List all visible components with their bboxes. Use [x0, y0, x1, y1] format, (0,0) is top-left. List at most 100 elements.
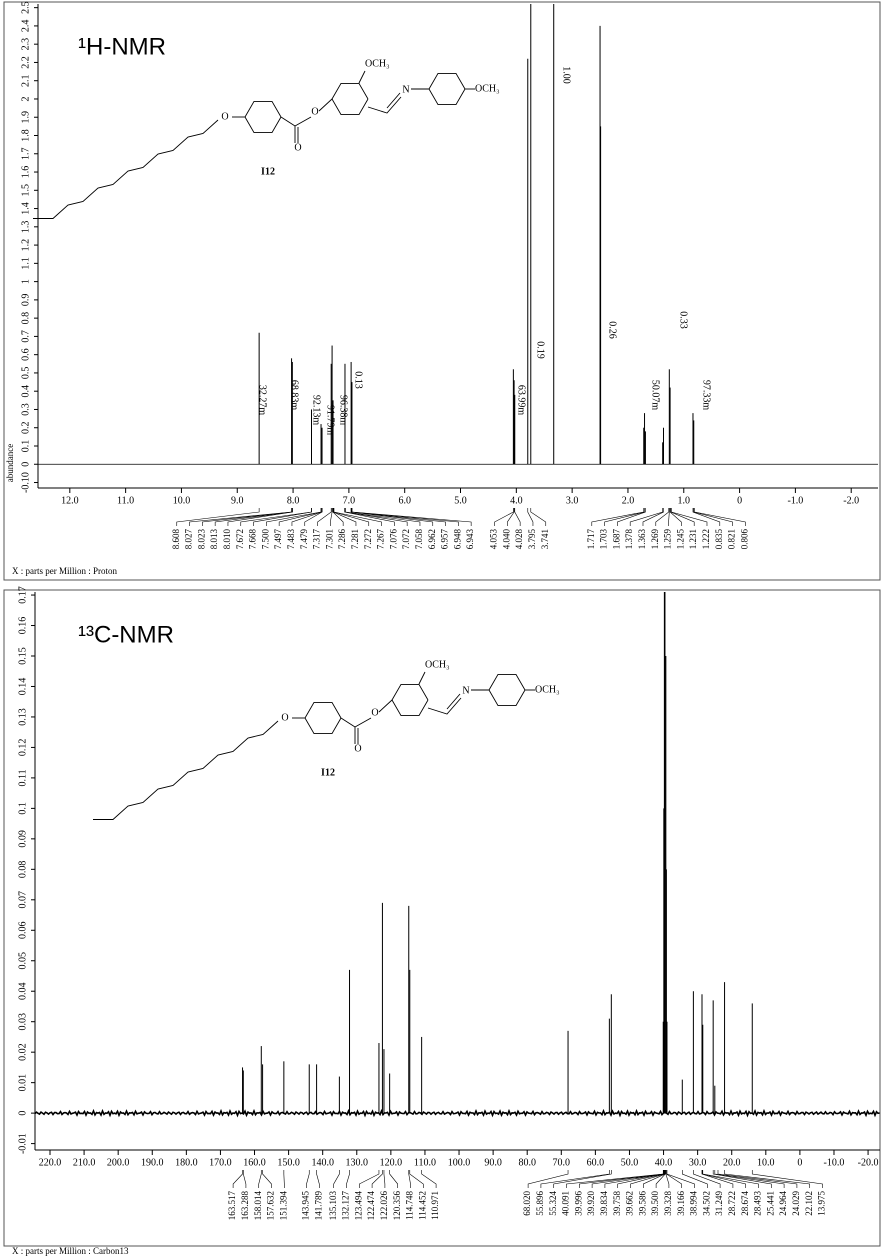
spectrum-title: ¹H-NMR [78, 33, 166, 60]
x-tick-label: 190.0 [141, 1157, 164, 1168]
peak-label-leader [693, 508, 733, 526]
x-tick-label: 9.0 [231, 495, 244, 506]
peak-label-leader [591, 508, 645, 526]
peak-label-leader [408, 1170, 411, 1188]
peak-label-leader [345, 508, 421, 526]
peak-label: 7.058 [414, 529, 424, 550]
bond [367, 96, 402, 114]
y-tick-label: 0.2 [20, 421, 31, 434]
peak-label: 1.687 [611, 529, 621, 550]
structure-text: O [281, 712, 288, 723]
peak-label-leader [655, 1170, 666, 1188]
x-tick-label: 40.0 [655, 1157, 673, 1168]
panel-frame [3, 1, 881, 581]
y-tick-label: -0.01 [17, 1133, 28, 1154]
peak-label-leader [351, 508, 472, 526]
peak-label-leader [642, 508, 664, 526]
integral-label: 0.26 [607, 321, 618, 339]
y-tick-label: 0.1 [17, 802, 28, 815]
peak-label: 123.494 [353, 1191, 363, 1221]
peak-label: 120.356 [392, 1191, 402, 1221]
peak-label-leader [333, 508, 382, 526]
peak-label-leader [717, 1170, 798, 1188]
peak-label-leader [712, 1170, 772, 1188]
bond [446, 693, 461, 710]
peak-label-leader [227, 508, 293, 526]
peak-label-leader [681, 1170, 708, 1188]
y-tick-label: 0.1 [20, 440, 31, 453]
peak-label-leader [389, 1170, 398, 1188]
y-tick-label: 0 [17, 1111, 28, 1116]
spectrum-title: ¹³C-NMR [78, 621, 174, 648]
peak-label-leader [694, 508, 746, 526]
y-tick-label: 0.12 [17, 739, 28, 757]
x-tick-label: 130.0 [346, 1157, 369, 1168]
peak-label-leader [243, 1170, 247, 1188]
peak-label: 157.632 [266, 1191, 276, 1220]
peak-label: 7.267 [376, 529, 386, 550]
peak-label-leader [371, 1170, 383, 1188]
peak-label-leader [692, 508, 721, 526]
y-tick-label: 0.3 [20, 403, 31, 416]
y-tick-label: 1.7 [20, 148, 31, 161]
baseline-noise [35, 1108, 880, 1118]
x-tick-label: -2.0 [843, 495, 859, 506]
peak-label-leader [693, 1170, 721, 1188]
peak-label: 3.741 [540, 529, 550, 549]
plot-area [35, 592, 880, 1118]
peak-label: 6.943 [465, 529, 475, 550]
peak-label-leader [316, 1170, 320, 1188]
peak-label: 0.821 [727, 529, 737, 549]
peak-label: 151.394 [278, 1191, 288, 1221]
structure-text: O [371, 707, 378, 718]
y-tick-label: 0.4 [20, 385, 31, 398]
peak-label-leader [751, 1170, 823, 1188]
peak-label-leader [604, 508, 645, 526]
peak-label-leader [566, 1170, 664, 1188]
y-tick-label: 0.09 [17, 830, 28, 848]
peak-label-leader [333, 1170, 340, 1188]
x-tick-label: 110.0 [414, 1157, 436, 1168]
y-tick-label: 1.2 [20, 239, 31, 252]
peak-label-leader [421, 1170, 437, 1188]
peak-label: 7.668 [248, 529, 258, 550]
x-tick-label: 170.0 [209, 1157, 232, 1168]
peak-label-leader [253, 508, 312, 526]
structure-text: N [462, 685, 469, 696]
y-tick-label: 0 [20, 462, 31, 467]
peak-label: 22.102 [804, 1191, 814, 1216]
compound-label: I12 [261, 166, 275, 177]
peak-label: 132.127 [341, 1191, 351, 1221]
y-axis-label: abundance [5, 444, 15, 482]
peak-label-leader [330, 508, 333, 526]
y-tick-label: 2.2 [20, 56, 31, 69]
peak-label: 24.964 [778, 1191, 788, 1216]
bond [318, 98, 333, 112]
peak-label-leader [655, 508, 670, 526]
x-tick-label: 4.0 [510, 495, 523, 506]
peak-label: 8.010 [222, 529, 232, 550]
peak-label: 135.103 [328, 1191, 338, 1221]
peak-label-leader [540, 1170, 610, 1188]
structure-text: OCH₃ [475, 83, 500, 94]
peak-label: 7.483 [286, 529, 296, 550]
x-tick-label: 5.0 [454, 495, 467, 506]
y-tick-label: 0.6 [20, 348, 31, 361]
peak-label-leader [668, 508, 670, 526]
x-tick-label: 11.0 [117, 495, 134, 506]
peak-label-leader [351, 508, 459, 526]
y-tick-label: 0.14 [17, 678, 28, 696]
peak-label: 39.662 [625, 1191, 635, 1216]
y-tick-label: 0.5 [20, 367, 31, 380]
structure-text: N [402, 84, 409, 95]
bond [358, 70, 366, 84]
x-tick-label: 2.0 [622, 495, 635, 506]
x-tick-label: -1.0 [787, 495, 803, 506]
x-tick-label: 200.0 [107, 1157, 130, 1168]
x-tick-label: 90.0 [484, 1157, 502, 1168]
y-tick-label: 1.5 [20, 184, 31, 197]
peak-label-leader [629, 508, 663, 526]
plot-area [38, 4, 878, 465]
x-tick-label: 8.0 [287, 495, 300, 506]
y-tick-label: 0.03 [17, 1013, 28, 1031]
